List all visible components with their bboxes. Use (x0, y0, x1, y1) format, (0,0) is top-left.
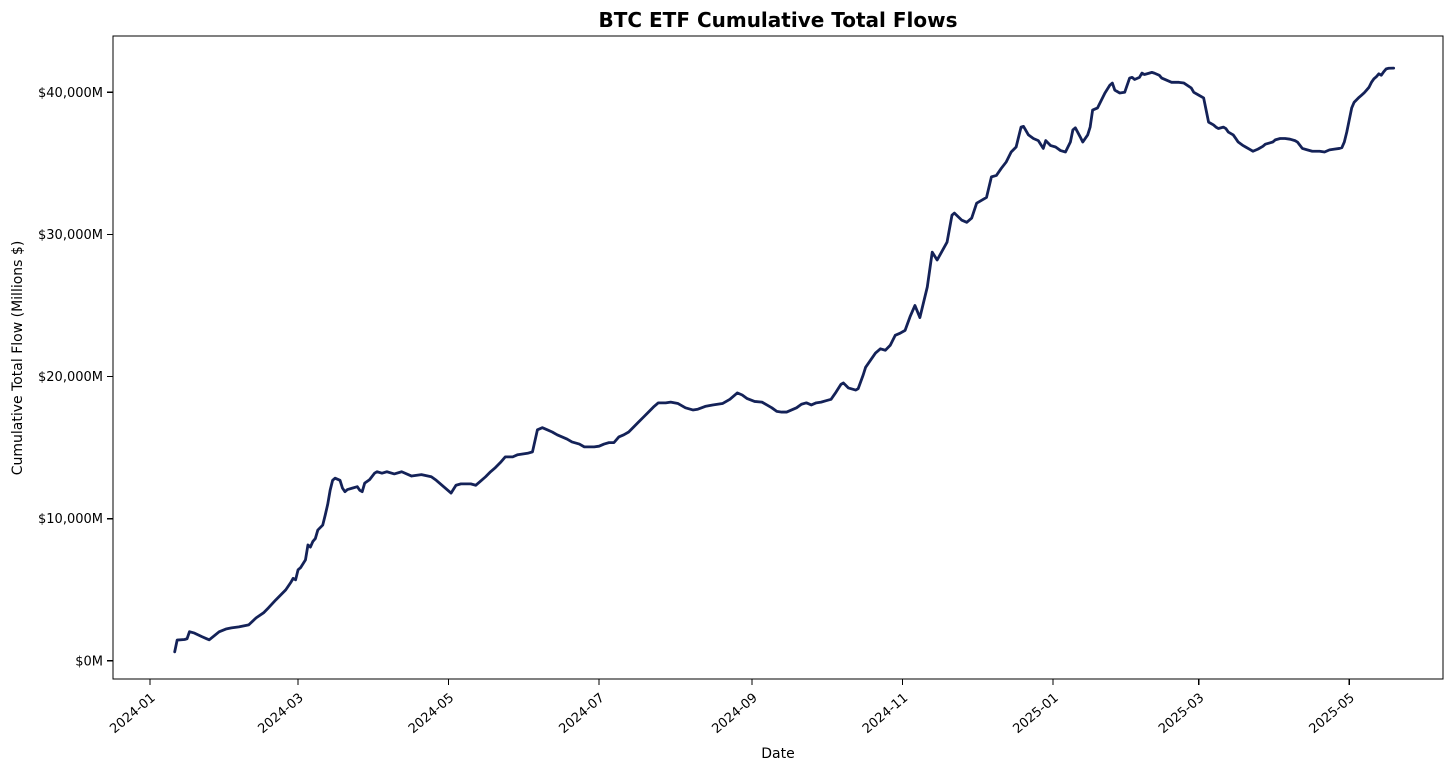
x-tick-label: 2025-05 (1307, 691, 1358, 737)
chart-title: BTC ETF Cumulative Total Flows (598, 8, 957, 32)
y-tick-label: $10,000M (38, 512, 103, 527)
x-tick-label: 2024-07 (556, 691, 607, 737)
x-tick-label: 2025-03 (1156, 691, 1207, 737)
x-tick-label: 2024-01 (107, 691, 158, 737)
y-tick-label: $40,000M (38, 86, 103, 101)
x-axis-ticks-group: 2024-01 2024-03 2024-05 2024-07 2024-09 2024-… (107, 679, 1358, 737)
cumulative-flow-line (173, 66, 1396, 654)
y-tick-label: $20,000M (38, 370, 103, 385)
y-axis-label: Cumulative Total Flow (Millions $) (10, 241, 26, 476)
x-tick-label: 2024-09 (709, 691, 760, 737)
x-tick-label: 2024-11 (860, 691, 911, 737)
series-group (173, 66, 1396, 654)
plot-frame (112, 35, 1444, 680)
plot-frame-group (112, 35, 1444, 680)
y-tick-label: $30,000M (38, 228, 103, 243)
x-axis-label: Date (761, 746, 794, 762)
x-tick-label: 2024-05 (406, 691, 457, 737)
y-axis-ticks-group: $0M $10,000M $20,000M $30,000M $40,000M (38, 86, 113, 669)
x-tick-label: 2024-03 (255, 691, 306, 737)
y-tick-label: $0M (75, 654, 103, 669)
x-tick-label: 2025-01 (1010, 691, 1061, 737)
